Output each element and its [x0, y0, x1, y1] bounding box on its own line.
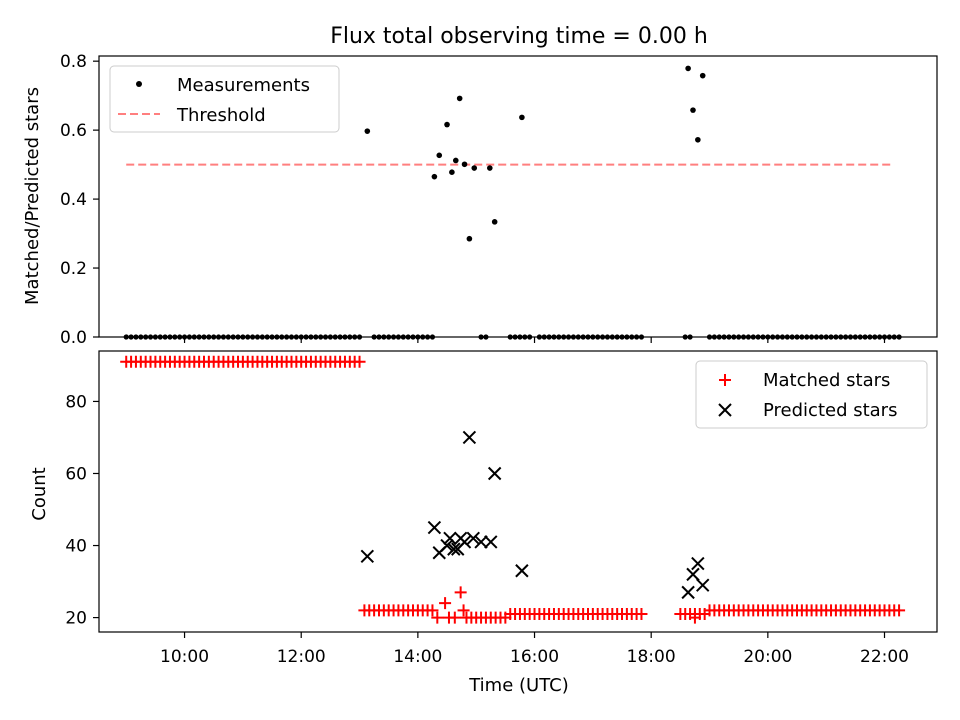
- bottom-y-tick-label: 20: [65, 609, 87, 629]
- matched-star-point: [431, 611, 444, 624]
- legend-measurements-label: Measurements: [177, 75, 310, 96]
- measurement-point: [431, 173, 438, 180]
- bottom-y-axis-label: Count: [29, 467, 50, 520]
- predicted-star-point: [447, 542, 461, 556]
- measurement-point: [695, 136, 701, 143]
- predicted-star-point: [457, 535, 472, 549]
- top-y-axis: 0.0 0.2 0.4 0.6 0.8: [60, 52, 99, 348]
- predicted-star-point: [440, 538, 454, 553]
- top-y-tick-label: 0.6: [60, 121, 87, 141]
- chart-title: Flux total observing time = 0.00 h: [330, 24, 708, 49]
- legend-predicted-label: Predicted stars: [763, 400, 897, 421]
- measurement-point: [461, 161, 468, 168]
- predicted-star-point: [443, 531, 457, 546]
- measurement-point: [699, 72, 706, 79]
- legend-measurements-marker: [136, 81, 142, 87]
- bottom-panel: 20 40 60 80 10:00 12:00 14:00 16:00 18:00 20:00 2…: [29, 350, 938, 696]
- legend-matched-label: Matched stars: [763, 370, 890, 391]
- measurement-point: [491, 219, 498, 225]
- bottom-y-axis: 20 40 60 80: [65, 392, 99, 629]
- top-y-axis-label: Matched/Predicted stars: [22, 87, 43, 305]
- bottom-plot-area: [120, 355, 906, 624]
- matched-star-point: [454, 586, 467, 599]
- top-axes-frame: [98, 55, 938, 338]
- measurement-point: [466, 235, 473, 242]
- bottom-legend: Matched stars Predicted stars: [695, 360, 928, 429]
- predicted-star-point: [515, 564, 529, 578]
- predicted-star-point: [360, 549, 375, 564]
- bottom-axes-frame: [98, 350, 938, 633]
- x-tick-label: 20:00: [743, 647, 792, 667]
- legend-predicted-marker: [718, 403, 732, 417]
- predicted-star-point: [466, 531, 480, 546]
- x-axis-label: Time (UTC): [468, 675, 569, 696]
- top-legend-frame: [109, 65, 340, 133]
- measurement-point: [456, 95, 463, 102]
- top-x-axis-ticks: [183, 337, 886, 343]
- top-y-tick-label: 0.0: [60, 328, 87, 348]
- x-tick-label: 12:00: [277, 647, 326, 667]
- predicted-star-point: [696, 578, 710, 592]
- matched-star-point: [353, 355, 366, 368]
- top-y-tick-label: 0.8: [60, 52, 87, 72]
- bottom-y-tick-label: 60: [65, 464, 87, 484]
- legend-matched-marker: [719, 374, 731, 386]
- measurement-point: [471, 165, 478, 171]
- matched-star-point: [457, 604, 470, 617]
- matched-star-point: [448, 611, 461, 624]
- bottom-x-axis: 10:00 12:00 14:00 16:00 18:00 20:00 22:00: [160, 632, 909, 667]
- bottom-y-tick-label: 80: [65, 392, 87, 412]
- x-tick-label: 14:00: [393, 647, 442, 667]
- predicted-star-point: [484, 535, 498, 549]
- matched-star-point: [635, 607, 648, 620]
- predicted-star-point: [427, 520, 442, 535]
- legend-threshold-label: Threshold: [176, 105, 266, 126]
- top-y-tick-label: 0.2: [60, 259, 87, 279]
- x-tick-label: 10:00: [160, 647, 209, 667]
- x-tick-label: 16:00: [510, 647, 559, 667]
- predicted-star-point: [487, 466, 502, 481]
- measurement-point: [449, 169, 455, 175]
- measurement-point: [519, 114, 525, 121]
- x-tick-label: 18:00: [627, 647, 676, 667]
- matched-star-point: [439, 597, 452, 610]
- predicted-star-point: [691, 556, 705, 571]
- top-panel: 0.00.20.40.60.8 Matched/Predicted stars …: [22, 52, 938, 348]
- x-tick-label: 22:00: [860, 647, 909, 667]
- measurement-point: [487, 165, 493, 171]
- top-legend: Measurements Threshold: [109, 65, 340, 133]
- bottom-legend-frame: [695, 360, 928, 429]
- measurement-point: [685, 65, 691, 72]
- predicted-star-point: [474, 535, 488, 549]
- measurement-point: [364, 128, 371, 134]
- top-y-tick-label: 0.4: [60, 190, 87, 210]
- measurement-point: [436, 152, 443, 159]
- predicted-star-point: [686, 567, 700, 582]
- matched-star-point: [893, 604, 906, 617]
- predicted-star-point: [681, 585, 695, 600]
- measurement-point: [690, 107, 696, 113]
- measurement-point: [444, 121, 450, 128]
- bottom-y-tick-label: 40: [65, 537, 87, 557]
- matched-star-point: [426, 604, 439, 617]
- predicted-star-point: [462, 430, 477, 445]
- matched-star-point: [688, 611, 701, 624]
- measurement-point: [452, 157, 459, 164]
